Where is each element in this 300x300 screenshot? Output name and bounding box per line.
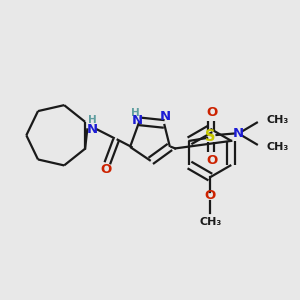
Text: O: O <box>206 106 218 119</box>
Text: N: N <box>160 110 171 123</box>
Text: H: H <box>88 115 97 125</box>
Text: CH₃: CH₃ <box>266 115 289 125</box>
Text: O: O <box>206 154 218 166</box>
Text: CH₃: CH₃ <box>199 217 221 227</box>
Text: O: O <box>100 163 112 176</box>
Text: N: N <box>233 127 244 140</box>
Text: CH₃: CH₃ <box>266 142 289 152</box>
Text: O: O <box>205 189 216 202</box>
Text: N: N <box>131 114 142 127</box>
Text: N: N <box>87 123 98 136</box>
Text: S: S <box>206 129 216 144</box>
Text: H: H <box>131 107 140 118</box>
